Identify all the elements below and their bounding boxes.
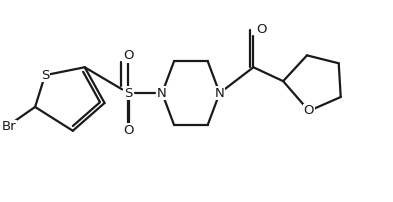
Text: O: O xyxy=(304,104,314,117)
Text: S: S xyxy=(41,69,49,82)
Text: O: O xyxy=(123,49,134,62)
Text: Br: Br xyxy=(2,120,17,133)
Text: N: N xyxy=(215,87,224,100)
Text: O: O xyxy=(123,124,134,137)
Text: O: O xyxy=(256,23,266,36)
Text: N: N xyxy=(157,87,167,100)
Text: S: S xyxy=(124,87,132,100)
